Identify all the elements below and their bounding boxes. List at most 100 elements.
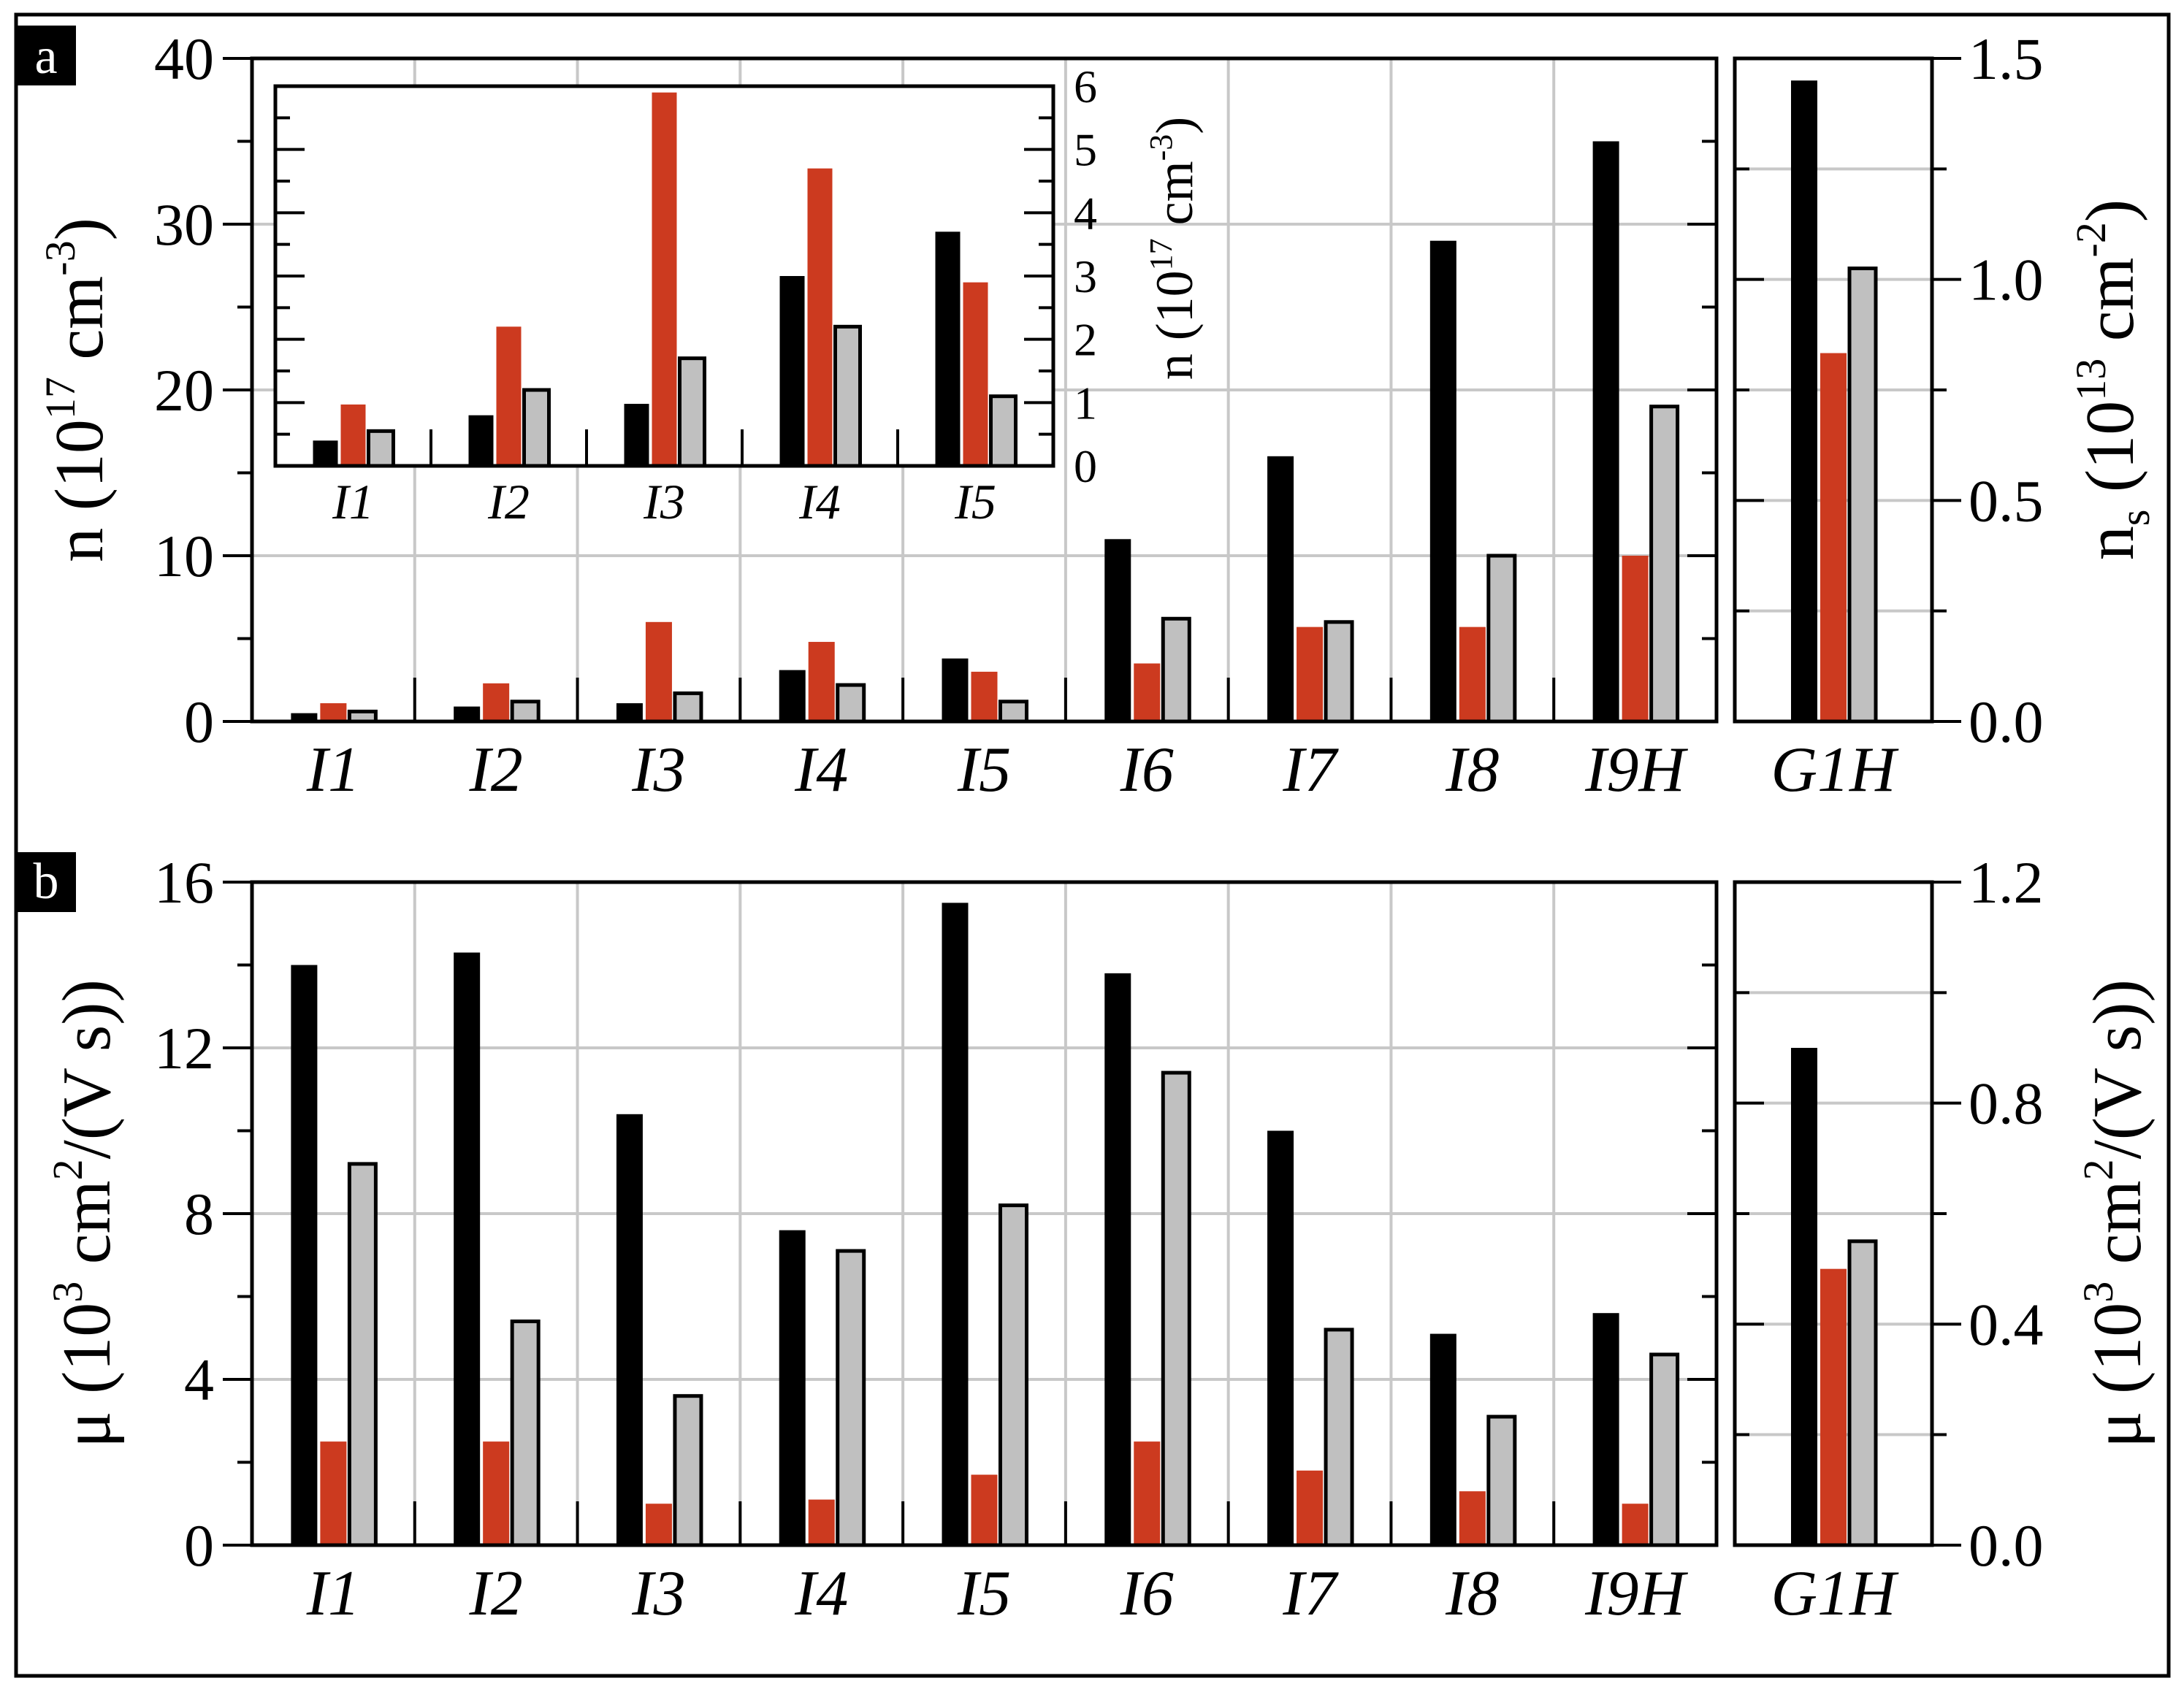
x-tick-label: G1H: [1771, 735, 1899, 805]
bar-black-I8: [1429, 240, 1456, 721]
x-tick-label: I2: [487, 474, 530, 529]
panel-a-main-ylabel: n (1017 cm-3): [37, 218, 118, 562]
bar-gray-I7: [1324, 1328, 1354, 1547]
bar-red-I7: [1297, 627, 1324, 721]
x-tick-label: I7: [1282, 735, 1339, 805]
bar-gray-I8: [1486, 554, 1517, 724]
panel-a-inset-plot: I1 I2 I3 I4 I5 0 1 2 3 4 5 6: [273, 61, 1097, 529]
y-tick-label: 3: [1074, 250, 1097, 302]
outer-frame: [14, 12, 2171, 1678]
x-tick-label: I1: [306, 735, 360, 805]
bar-black-I5: [942, 658, 969, 721]
bar-red-G1H: [1820, 1268, 1847, 1545]
x-tick-label: I4: [794, 1558, 848, 1629]
bar-black-G1H: [1791, 80, 1817, 722]
bar-gray-I3: [673, 1394, 703, 1547]
bar-black-I8: [1429, 1333, 1456, 1545]
bar-red-I2: [496, 326, 522, 466]
bar-gray-I5: [999, 1203, 1028, 1547]
bar-black-G1H: [1791, 1048, 1817, 1545]
bar-gray-G1H: [1847, 267, 1878, 724]
bar-gray-G1H: [1847, 1239, 1878, 1547]
bar-red-I1: [320, 1441, 347, 1545]
bar-gray-I9H: [1649, 1352, 1680, 1547]
y-tick-label: 16: [154, 849, 214, 916]
bar-red-I3: [652, 92, 677, 467]
x-tick-label: I5: [957, 735, 1011, 805]
bar-red-I4: [807, 168, 833, 466]
y-tick-label: 5: [1074, 124, 1097, 176]
y-tick-label: 0: [184, 1512, 214, 1579]
bar-black-I6: [1104, 973, 1131, 1545]
y-tick-label: 1: [1074, 377, 1097, 429]
bar-black-I9H: [1592, 1313, 1619, 1545]
bar-black-I2: [454, 952, 481, 1545]
x-tick-label: I1: [306, 1558, 360, 1629]
bar-gray-I9H: [1649, 405, 1680, 724]
panel-a-inset-ylabel: n (1017 cm-3): [1143, 117, 1204, 380]
x-tick-label: I4: [794, 735, 848, 805]
x-tick-label: I9H: [1584, 1558, 1688, 1629]
bar-red-G1H: [1820, 353, 1847, 721]
bar-red-I5: [971, 671, 998, 721]
y-tick-label: 1.5: [1969, 26, 2044, 92]
panel-b-main-ylabel: μ (103 cm2/(V s)): [44, 979, 125, 1448]
bar-black-I1: [313, 440, 338, 466]
bar-gray-I6: [1161, 616, 1191, 724]
y-tick-label: 4: [1074, 187, 1097, 239]
x-tick-label: I9H: [1584, 735, 1688, 805]
y-tick-label: 30: [154, 191, 214, 258]
bar-red-I9H: [1622, 1504, 1649, 1545]
bar-gray-I8: [1486, 1414, 1517, 1547]
bar-gray-I1: [367, 429, 395, 468]
x-tick-label: I6: [1120, 735, 1174, 805]
bar-red-I6: [1134, 1441, 1161, 1545]
panel-b-main-ticks: I1 I2 I3 I4 I5 I6 I7 I8 I9H 0 4 8 12 16: [154, 849, 1717, 1629]
panel-b-side-plot: G1H 0.0 0.4 0.8 1.2: [1733, 849, 2044, 1629]
x-tick-label: I8: [1445, 735, 1499, 805]
bar-gray-I4: [836, 1249, 866, 1547]
panel-a-side-plot: G1H 0.0 0.5 1.0 1.5: [1733, 26, 2044, 805]
panel-a-side-ticks: G1H 0.0 0.5 1.0 1.5: [1735, 26, 2044, 805]
y-tick-label: 10: [154, 523, 214, 589]
bar-red-I1: [320, 703, 347, 721]
y-tick-label: 1.2: [1969, 849, 2044, 916]
x-tick-label: I6: [1120, 1558, 1174, 1629]
panel-a-inset-bars: [313, 92, 1017, 468]
bar-red-I3: [645, 1504, 672, 1545]
y-tick-label: 8: [184, 1181, 214, 1247]
bar-black-I2: [454, 706, 481, 721]
y-tick-label: 4: [184, 1347, 214, 1413]
bar-gray-I1: [347, 1162, 378, 1547]
y-tick-label: 0: [184, 689, 214, 755]
x-tick-label: G1H: [1771, 1558, 1899, 1629]
x-tick-label: I3: [643, 474, 685, 529]
panel-a-side-ylabel: ns (1013 cm-2): [2067, 199, 2158, 560]
bar-black-I5: [935, 231, 961, 466]
x-tick-label: I2: [469, 1558, 523, 1629]
x-tick-label: I4: [798, 474, 841, 529]
y-tick-label: 20: [154, 357, 214, 424]
bar-red-I1: [340, 404, 366, 466]
y-tick-label: 0.0: [1969, 689, 2044, 755]
panel-b-label-box: [16, 852, 76, 912]
bar-red-I2: [483, 1441, 510, 1545]
bar-black-I4: [779, 1230, 806, 1545]
bar-black-I4: [779, 276, 805, 466]
bar-black-I3: [616, 703, 643, 721]
bar-red-I7: [1297, 1470, 1324, 1545]
bar-black-I4: [779, 670, 806, 721]
bar-red-I9H: [1622, 556, 1649, 721]
panel-b-side-ylabel: μ (103 cm2/(V s)): [2074, 979, 2156, 1448]
bar-red-I5: [971, 1474, 998, 1545]
x-tick-label: I1: [332, 474, 374, 529]
bar-red-I3: [645, 621, 672, 721]
bar-black-I5: [942, 903, 969, 1545]
bar-black-I1: [291, 965, 318, 1545]
bar-gray-I2: [510, 700, 541, 724]
bar-gray-I5: [999, 700, 1028, 724]
bar-black-I2: [468, 415, 494, 466]
